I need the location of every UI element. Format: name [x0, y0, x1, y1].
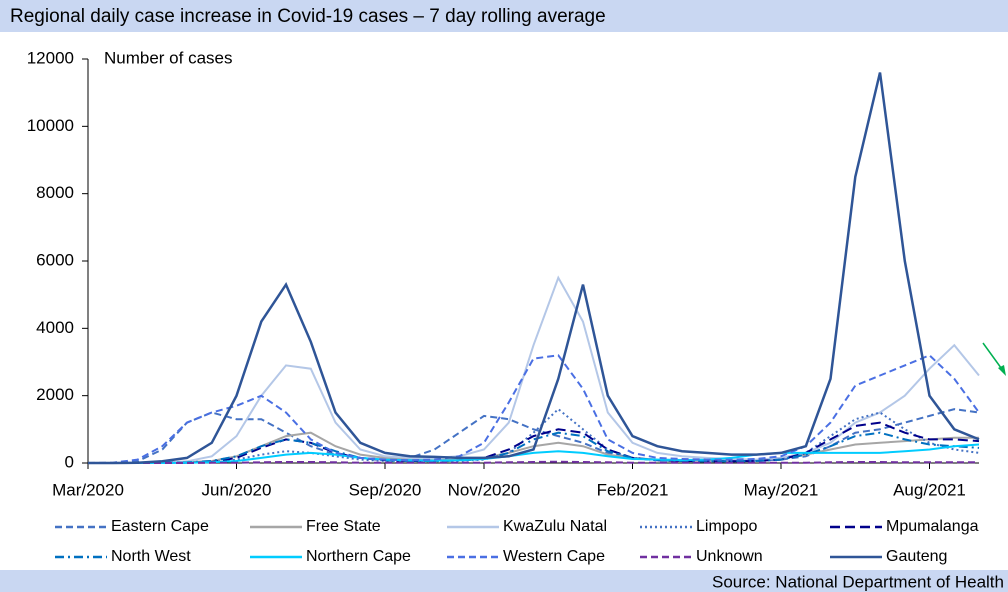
- x-tick-label: Aug/2021: [893, 480, 966, 499]
- series-line: [88, 72, 980, 465]
- y-tick-label: 8000: [36, 183, 74, 202]
- x-tick-label: May/2021: [744, 480, 819, 499]
- y-tick-label: 4000: [36, 318, 74, 337]
- source: Source: National Department of Health: [712, 572, 1004, 591]
- legend-label: North West: [111, 548, 191, 565]
- series-line: [88, 275, 980, 464]
- legend-label: Limpopo: [696, 518, 757, 535]
- series-line: [88, 443, 980, 464]
- series-line: [88, 460, 979, 464]
- x-tick-label: Jun/2020: [202, 480, 272, 499]
- series-line: [88, 431, 980, 464]
- y-tick-label: 10000: [27, 116, 74, 135]
- legend-label: Eastern Cape: [111, 518, 209, 535]
- y-tick-label: 2000: [36, 385, 74, 404]
- series-line: [88, 407, 980, 464]
- legend-label: Unknown: [696, 548, 763, 565]
- series-line: [87, 354, 980, 464]
- y-axis-label: Number of cases: [104, 48, 233, 67]
- chart-title: Regional daily case increase in Covid-19…: [10, 6, 606, 27]
- legend-label: KwaZulu Natal: [503, 518, 607, 535]
- source-bar: [0, 570, 1008, 592]
- title-bar: [0, 0, 1008, 32]
- x-tick-label: Sep/2020: [349, 480, 422, 499]
- legend-label: Mpumalanga: [886, 518, 979, 535]
- y-tick-label: 12000: [27, 48, 74, 67]
- series-line: [88, 421, 980, 464]
- y-tick-label: 0: [65, 452, 74, 471]
- series-line: [88, 408, 980, 464]
- y-tick-label: 6000: [36, 250, 74, 269]
- arrow-head: [998, 365, 1006, 376]
- x-tick-label: Nov/2020: [448, 480, 521, 499]
- legend-label: Gauteng: [886, 548, 947, 565]
- x-tick-label: Mar/2020: [52, 480, 124, 499]
- x-tick-label: Feb/2021: [597, 480, 669, 499]
- legend-label: Free State: [306, 518, 381, 535]
- legend-label: Northern Cape: [306, 548, 411, 565]
- legend-label: Western Cape: [503, 548, 605, 565]
